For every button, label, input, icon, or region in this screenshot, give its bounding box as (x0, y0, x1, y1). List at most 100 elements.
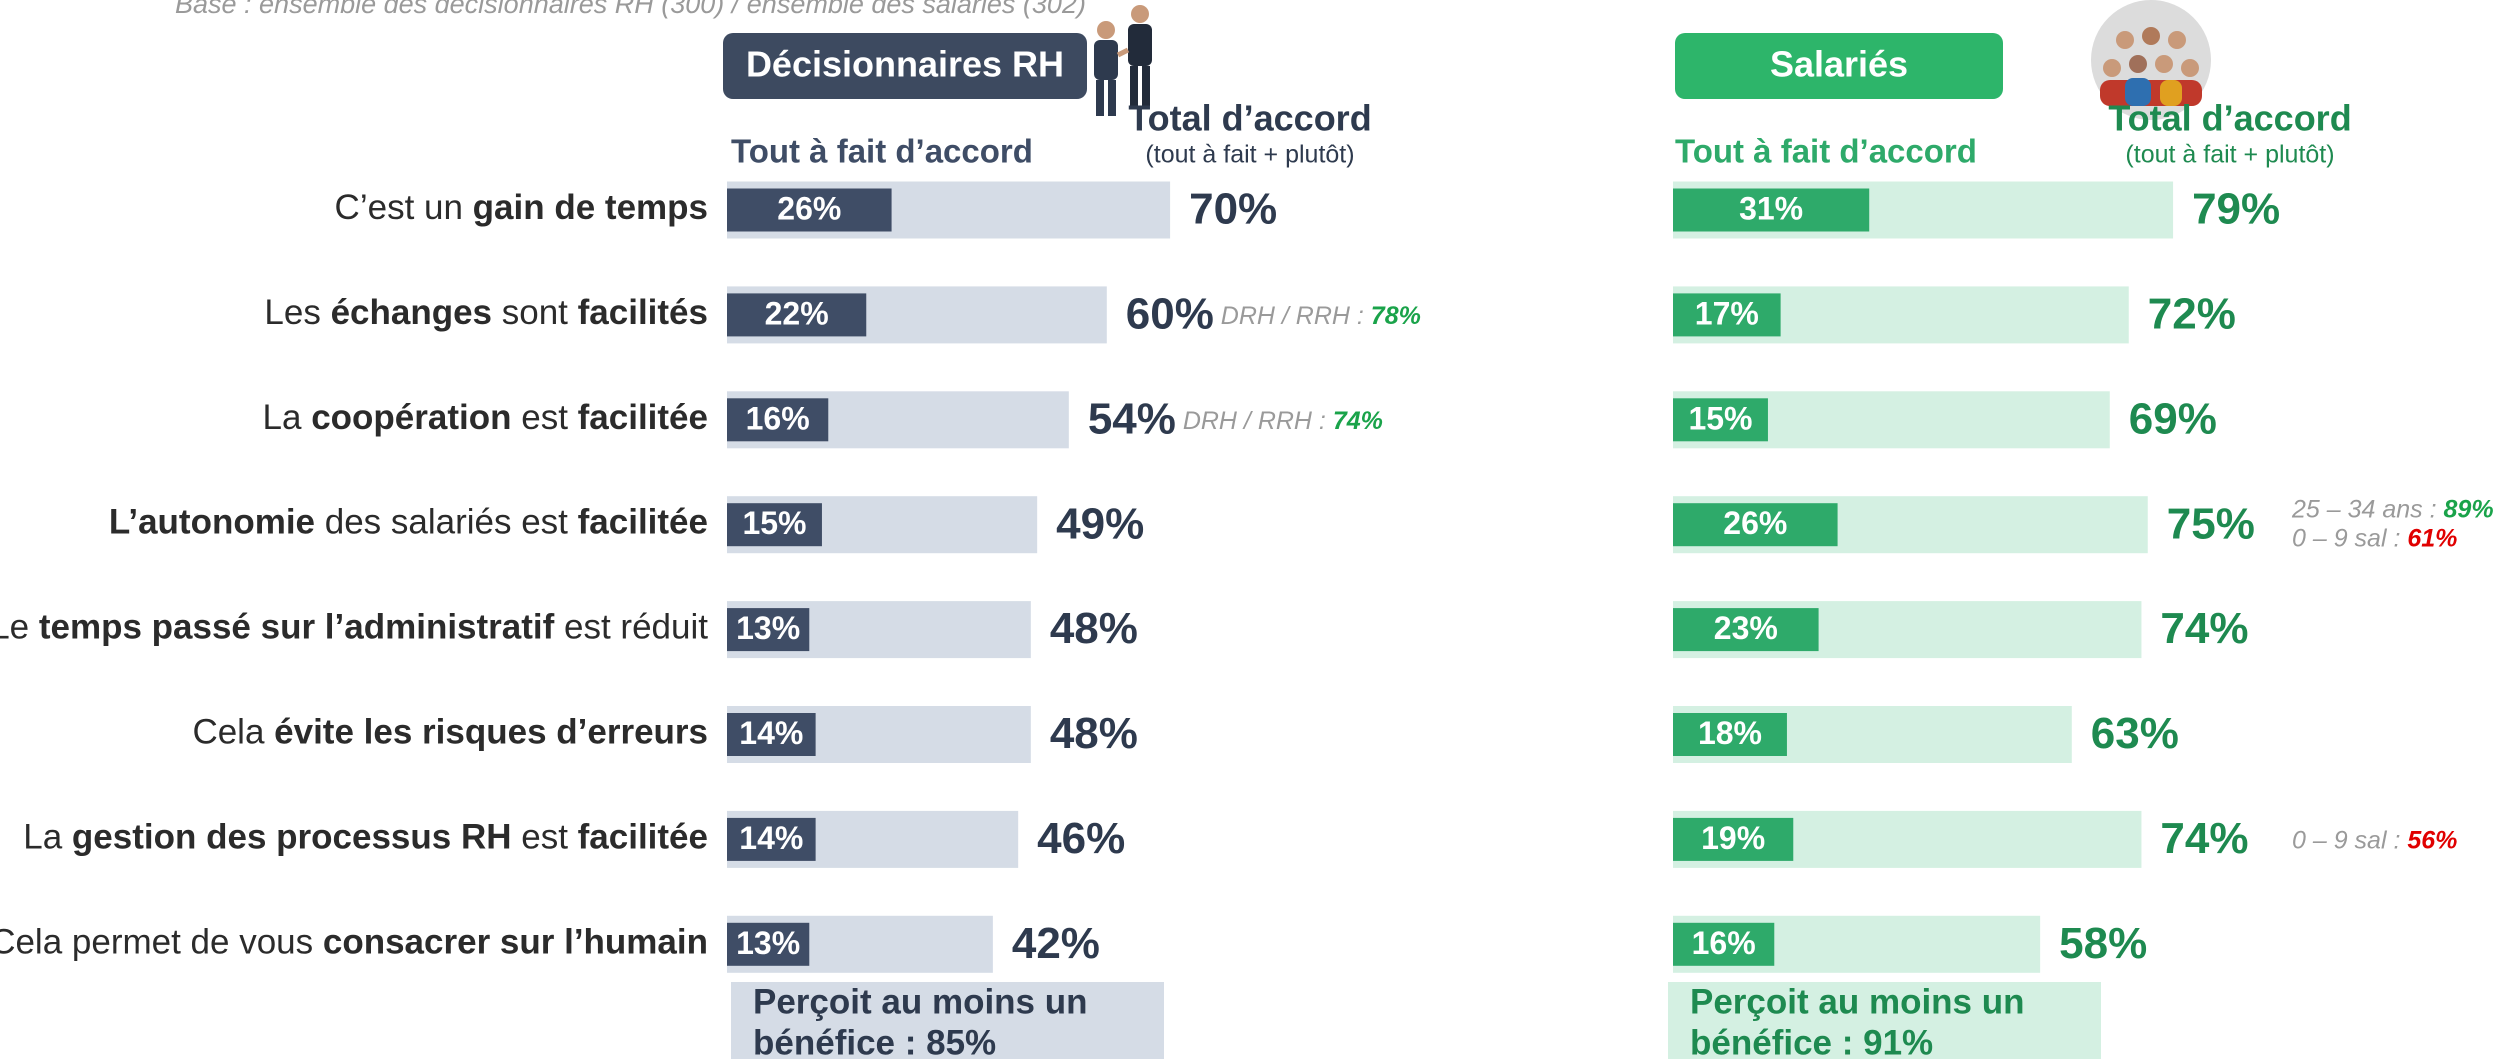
category-segment: facilitée (578, 503, 708, 542)
category-label: Les échanges sont facilités (264, 293, 708, 332)
strong-bar (1673, 188, 1870, 232)
total-label: 46% (1037, 814, 1125, 863)
category-segment: Cela (192, 713, 274, 752)
annotation-value: 89% (2444, 495, 2494, 523)
category-label: Cela permet de vous consacrer sur l’huma… (0, 923, 708, 962)
series-header: Total d’accord (2108, 98, 2351, 139)
category-segment: Les (264, 293, 330, 332)
total-label: 63% (2091, 709, 2179, 758)
category-segment: facilitée (578, 398, 708, 437)
strong-bar (1673, 293, 1781, 337)
annotation: 0 – 9 sal : 56% (2292, 826, 2457, 854)
strong-label: 15% (742, 505, 806, 541)
strong-bar (727, 398, 829, 442)
category-segment: est (512, 818, 578, 857)
category-segment: est réduit (554, 608, 708, 647)
category-segment: échanges (331, 293, 492, 332)
total-label: 48% (1050, 709, 1138, 758)
strong-label: 19% (1701, 820, 1765, 856)
strong-label: 26% (777, 190, 841, 226)
category-segment: temps passé sur l’administratif (39, 608, 555, 647)
strong-label: 22% (765, 295, 829, 331)
annotation-value: 56% (2407, 826, 2457, 854)
category-label: Le temps passé sur l’administratif est r… (0, 608, 708, 647)
category-label: La coopération est facilitée (263, 398, 708, 437)
category-segment: facilitée (578, 818, 708, 857)
strong-bar (1673, 713, 1787, 756)
category-segment: gestion des processus RH (72, 818, 512, 857)
category-segment: coopération (311, 398, 511, 437)
strong-bar (727, 608, 810, 652)
panel-header (1675, 33, 2003, 99)
handshake-icon (1094, 5, 1152, 116)
panel-title: Décisionnaires RH (746, 44, 1064, 85)
category-segment: C’est un (335, 188, 473, 227)
strong-bar (1673, 503, 1838, 547)
strong-bar (1673, 608, 1819, 652)
strong-bar (727, 713, 816, 756)
category-label: Cela évite les risques d’erreurs (192, 713, 708, 752)
category-segment: La (23, 818, 72, 857)
category-segment: sont (492, 293, 578, 332)
category-segment: des salariés est (315, 503, 578, 542)
series-header: Tout à fait d’accord (1675, 133, 1977, 170)
footer-text: bénéfice : 85% (753, 1023, 996, 1059)
total-label: 79% (2192, 185, 2280, 234)
footer-box (1668, 982, 2101, 1059)
series-subheader: (tout à fait + plutôt) (1145, 141, 1354, 169)
strong-label: 13% (736, 610, 800, 646)
annotation-value: 61% (2407, 524, 2457, 552)
people-icon (2091, 0, 2211, 120)
total-label: 60% (1126, 290, 1214, 339)
footer-box (731, 982, 1164, 1059)
annotation-value: 74% (1333, 406, 1383, 434)
series-subheader: (tout à fait + plutôt) (2125, 141, 2334, 169)
strong-bar (1673, 398, 1768, 442)
category-segment: L’autonomie (109, 503, 315, 542)
category-label: C’est un gain de temps (335, 188, 708, 227)
annotation-label: 0 – 9 sal : (2292, 524, 2407, 552)
series-header: Total d’accord (1128, 98, 1371, 139)
series-header: Tout à fait d’accord (731, 133, 1033, 170)
category-label: La gestion des processus RH est facilité… (23, 818, 708, 857)
annotation-label: DRH / RRH : (1183, 406, 1333, 434)
strong-bar (727, 922, 810, 966)
strong-label: 31% (1739, 190, 1803, 226)
strong-label: 23% (1714, 610, 1778, 646)
annotation: 25 – 34 ans : 89% (2291, 495, 2494, 523)
category-label: L’autonomie des salariés est facilitée (109, 503, 708, 542)
strong-label: 13% (736, 925, 800, 961)
category-segment: évite les risques d’erreurs (274, 713, 708, 752)
annotation-label: 25 – 34 ans : (2291, 495, 2444, 523)
strong-label: 26% (1723, 505, 1787, 541)
category-segment: La (263, 398, 312, 437)
annotation: DRH / RRH : 78% (1221, 302, 1421, 330)
total-label: 54% (1088, 394, 1176, 443)
strong-bar (727, 293, 867, 337)
category-segment: consacrer sur l’humain (323, 923, 708, 962)
category-segment: facilités (578, 293, 708, 332)
annotation-label: 0 – 9 sal : (2292, 826, 2407, 854)
annotation: 0 – 9 sal : 61% (2292, 524, 2457, 552)
strong-label: 15% (1688, 400, 1752, 436)
total-label: 74% (2160, 814, 2248, 863)
category-segment: gain de temps (473, 188, 708, 227)
panel-title: Salariés (1770, 44, 1908, 85)
footer-text: Perçoit au moins un (753, 982, 1088, 1021)
category-segment: Le (0, 608, 39, 647)
strong-bar (1673, 817, 1794, 861)
total-label: 75% (2167, 499, 2255, 548)
annotation: DRH / RRH : 74% (1183, 406, 1383, 434)
strong-bar (727, 188, 892, 232)
total-label: 48% (1050, 604, 1138, 653)
strong-bar (1673, 922, 1775, 966)
strong-label: 16% (1692, 925, 1756, 961)
panel-header (723, 33, 1087, 99)
total-label: 58% (2059, 919, 2147, 968)
annotation-label: DRH / RRH : (1221, 302, 1371, 330)
category-segment: est (512, 398, 578, 437)
footer-text: bénéfice : 91% (1690, 1023, 1933, 1059)
footer-text: Perçoit au moins un (1690, 982, 2025, 1021)
total-label: 74% (2160, 604, 2248, 653)
total-label: 70% (1189, 185, 1277, 234)
